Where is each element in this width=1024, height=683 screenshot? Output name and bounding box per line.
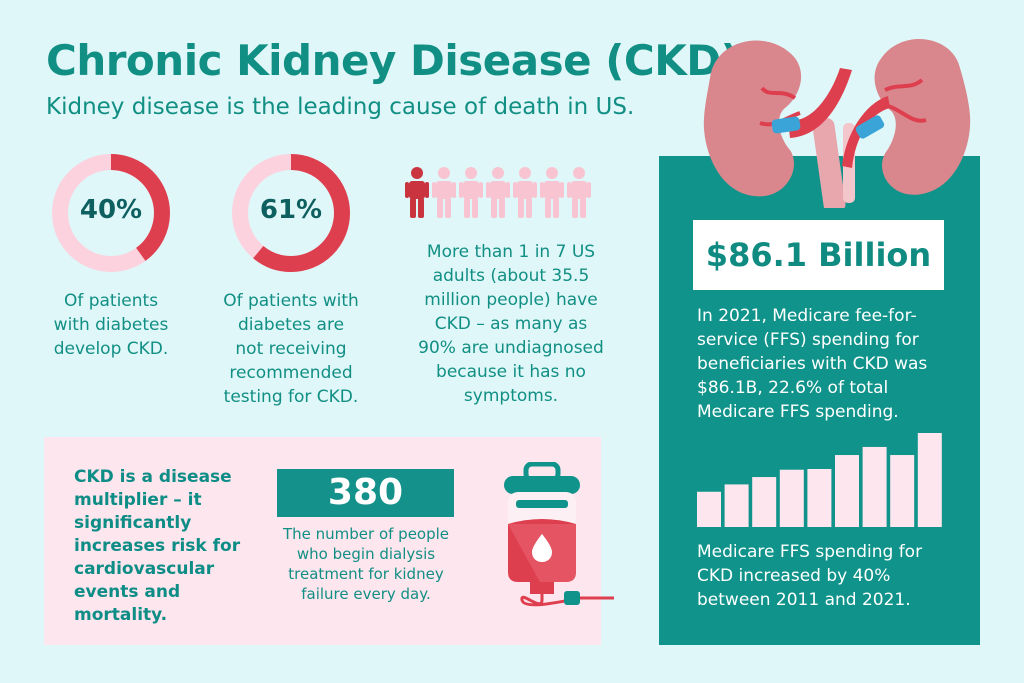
stat-line: diabetes are [237,315,345,335]
person-icon [459,167,483,218]
page-title: Chronic Kidney Disease (CKD) [46,36,740,85]
spending-bar [862,446,887,527]
spending-bar [724,484,749,527]
stat-value: 61% [259,195,323,225]
person-icon [567,167,591,218]
text-line: multiplier – it [74,490,202,510]
person-icon [540,167,564,218]
text-line: In 2021, Medicare fee-for- [697,306,917,326]
text-line: cardiovascular [74,559,215,579]
text-line: Medicare FFS spending. [697,402,899,422]
text-line: $86.1B, 22.6% of total [697,378,889,398]
stat-line: CKD – as many as [434,314,588,334]
increase-description: Medicare FFS spending for CKD increased … [697,540,967,612]
text-line: failure every day. [301,585,431,603]
spending-bar [779,469,804,527]
stat-line: Of patients with [223,291,359,311]
text-line: between 2011 and 2021. [697,590,911,610]
stat-line: Of patients [63,291,159,311]
person-icon [486,167,510,218]
page-subtitle: Kidney disease is the leading cause of d… [46,94,635,120]
text-line: The number of people [282,525,450,543]
dialysis-count: 380 [277,469,454,517]
stat-line: 90% are undiagnosed [418,338,604,358]
person-icon [432,167,456,218]
stat-line: not receiving [235,339,347,359]
text-line: mortality. [74,605,168,625]
stat-line: More than 1 in 7 US [426,242,596,262]
person-icon [405,167,429,218]
text-line: CKD increased by 40% [697,566,891,586]
multiplier-text: CKD is a disease multiplier – it signifi… [74,466,264,627]
text-line: service (FFS) spending for [697,330,919,350]
kidneys-icon [703,38,971,208]
iv-bag-icon [504,462,614,607]
stat-line: adults (about 35.5 [432,266,590,286]
spending-bar [752,477,777,527]
text-line: Medicare FFS spending for [697,542,923,562]
spending-description: In 2021, Medicare fee-for- service (FFS)… [697,304,967,424]
stat-line: because it has no [436,362,586,382]
stat-line: testing for CKD. [223,387,359,407]
text-line: beneficiaries with CKD was [697,354,928,374]
stat-line: recommended [229,363,353,383]
spending-bar [807,468,832,527]
donut-arc [232,154,350,272]
stat-line: million people) have [424,290,598,310]
stat-line: symptoms. [463,386,559,406]
text-line: events and [74,582,181,602]
text-line: treatment for kidney [288,565,444,583]
spending-bar-chart [697,433,942,527]
text-line: significantly [74,513,192,533]
donut-arc [52,154,170,272]
spending-bar [890,455,915,527]
donut-chart-61 [232,154,350,272]
text-line: who begin dialysis [296,545,436,563]
people-icons [405,167,591,218]
stat-line: with diabetes [53,315,169,335]
stat-line: develop CKD. [53,339,169,359]
stat-description: Of patients with diabetes are not receiv… [206,289,376,409]
text-line: CKD is a disease [74,467,232,487]
spending-bar [697,491,721,527]
donut-chart-40 [52,154,170,272]
stat-description: Of patients with diabetes develop CKD. [30,289,192,361]
text-line: increases risk for [74,536,241,556]
dialysis-description: The number of people who begin dialysis … [266,524,466,604]
people-description: More than 1 in 7 US adults (about 35.5 m… [400,240,622,408]
spending-bar [917,433,942,527]
spending-value: $86.1 Billion [693,220,944,290]
spending-bar [835,455,859,527]
person-icon [513,167,537,218]
stat-value: 40% [79,195,143,225]
